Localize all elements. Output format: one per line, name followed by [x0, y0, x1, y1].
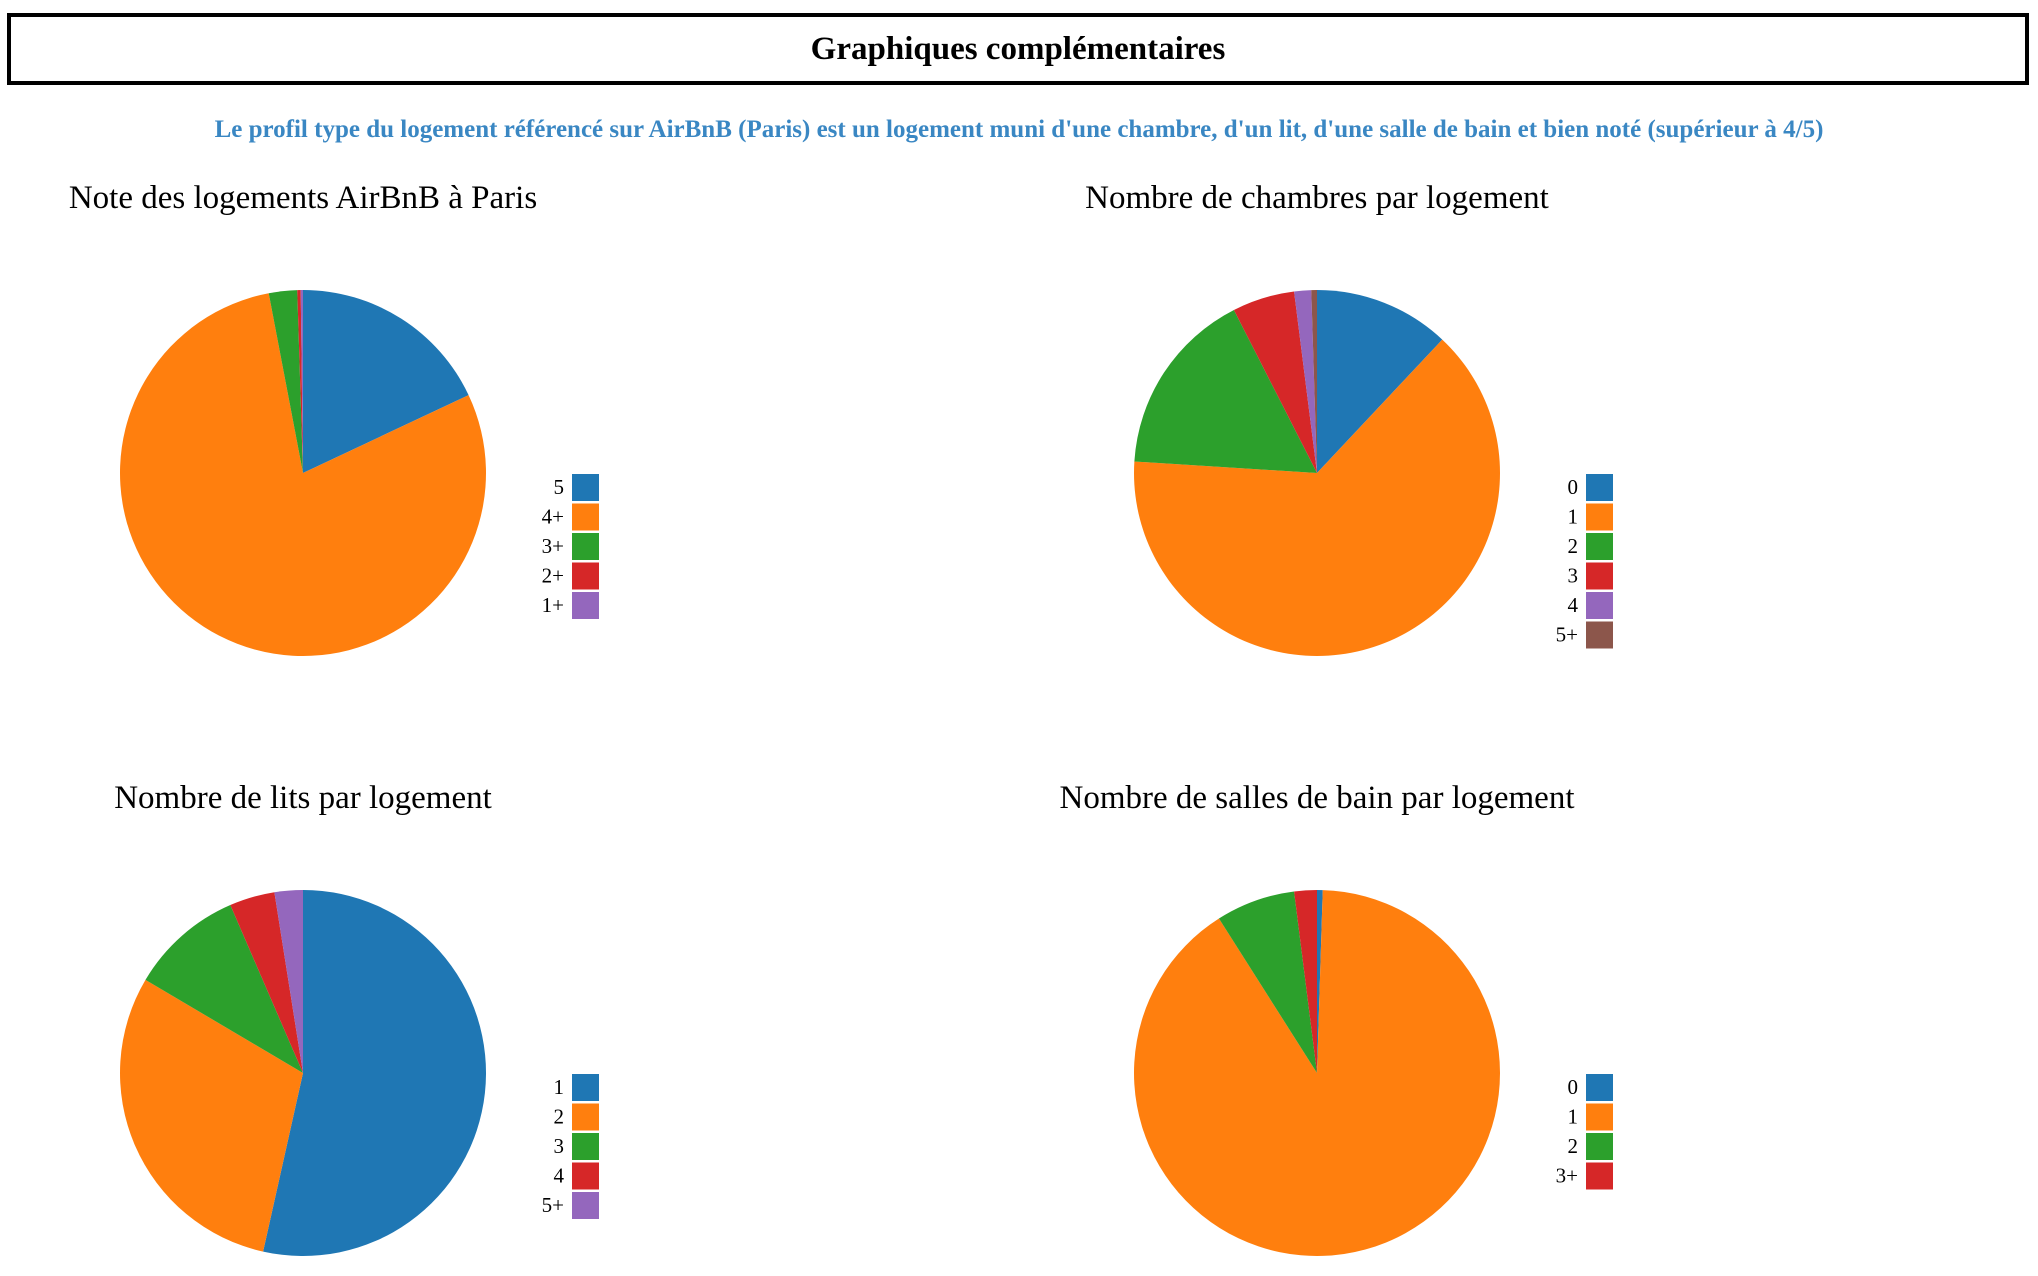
legend-item-3plus: 3+ [542, 533, 599, 560]
legend-swatch [1586, 533, 1613, 560]
legend-swatch [572, 533, 599, 560]
legend-swatch [572, 1162, 599, 1190]
legend-swatch [572, 1074, 599, 1101]
legend-swatch [1586, 562, 1613, 590]
header-box: Graphiques complémentaires [7, 13, 2029, 85]
pie-slice-2plus [297, 290, 303, 473]
pie-slice-1 [1134, 890, 1500, 1256]
pie-chart-svg: Nombre de lits par logement 1 2 3 4 5+ [114, 780, 599, 1256]
legend-label: 2 [554, 1105, 565, 1129]
legend-label: 3+ [542, 534, 564, 558]
legend-label: 2 [1568, 1134, 1579, 1158]
pie-slice-3plus [268, 290, 303, 473]
chart-title: Nombre de chambres par logement [1085, 180, 1549, 216]
pie-slice-1plus [300, 289, 303, 473]
legend-label: 1+ [542, 593, 564, 617]
legend-label: 1 [1568, 505, 1579, 529]
legend-item-4: 4 [1568, 592, 1613, 619]
legend-item-2: 2 [1568, 1133, 1613, 1160]
pie-slice-1 [263, 890, 487, 1256]
legend-item-2: 2 [554, 1103, 599, 1131]
chart-title: Nombre de salles de bain par logement [1060, 780, 1575, 816]
legend-label: 2 [1568, 534, 1579, 558]
legend-item-5plus: 5+ [542, 1192, 599, 1219]
pie-slice-3 [1233, 291, 1317, 473]
legend-swatch [572, 474, 599, 501]
legend-swatch [1586, 1103, 1613, 1131]
pie-slice-3 [145, 905, 303, 1073]
chart-ratings: Note des logements AirBnB à Paris 5 4+ 3+ 2+… [20, 160, 920, 720]
legend-swatch [572, 592, 599, 619]
legend-label: 0 [1568, 1075, 1579, 1099]
pie-slice-4 [1294, 290, 1317, 473]
profile-summary: Le profil type du logement référencé sur… [214, 116, 1824, 143]
pie-slice-4 [230, 892, 303, 1073]
pie-slice-1 [1133, 339, 1500, 657]
legend-item-3: 3 [1568, 562, 1613, 590]
legend-swatch [1586, 592, 1613, 619]
legend-swatch [572, 503, 599, 531]
pie-slice-2 [120, 979, 303, 1252]
legend-item-3plus: 3+ [1556, 1162, 1613, 1190]
pie-slice-0 [1317, 290, 1443, 473]
pie-slice-5 [303, 290, 469, 473]
legend-swatch [1586, 621, 1613, 649]
chart-title: Note des logements AirBnB à Paris [69, 180, 537, 216]
pie-slice-2 [1218, 891, 1317, 1073]
legend-item-4: 4 [554, 1162, 599, 1190]
legend-item-1: 1 [1568, 503, 1613, 531]
pie-chart-svg: Nombre de chambres par logement 0 1 2 3 4 5+ [1085, 180, 1613, 657]
legend-item-0: 0 [1568, 474, 1613, 501]
legend-item-0: 0 [1568, 1074, 1613, 1101]
legend-label: 4+ [542, 505, 564, 529]
pie-slice-2 [1134, 309, 1317, 473]
legend-label: 5 [554, 475, 565, 499]
legend-swatch [1586, 474, 1613, 501]
chart-beds: Nombre de lits par logement 1 2 3 4 5+ [20, 760, 920, 1276]
chart-bedrooms: Nombre de chambres par logement 0 1 2 3 4 5+ [1034, 160, 1934, 720]
legend-label: 1 [1568, 1105, 1579, 1129]
legend-label: 4 [1568, 593, 1579, 617]
pie-slice-3plus [1294, 890, 1317, 1073]
legend-item-4plus: 4+ [542, 503, 599, 531]
legend-label: 2+ [542, 564, 564, 588]
legend-swatch [572, 562, 599, 590]
legend-swatch [572, 1192, 599, 1219]
legend-item-1plus: 1+ [542, 592, 599, 619]
legend-item-3: 3 [554, 1133, 599, 1160]
legend-label: 5+ [1556, 623, 1578, 647]
legend-swatch [572, 1103, 599, 1131]
page-title: Graphiques complémentaires [810, 30, 1226, 67]
legend-label: 1 [554, 1075, 565, 1099]
legend-label: 0 [1568, 475, 1579, 499]
legend-item-5plus: 5+ [1556, 621, 1613, 649]
legend-swatch [1586, 503, 1613, 531]
legend-label: 3 [554, 1134, 565, 1158]
legend-label: 3 [1568, 564, 1579, 588]
legend-label: 3+ [1556, 1164, 1578, 1188]
pie-chart-svg: Note des logements AirBnB à Paris 5 4+ 3+ 2+… [69, 180, 599, 656]
legend-swatch [1586, 1133, 1613, 1160]
legend-swatch [1586, 1074, 1613, 1101]
legend-item-2: 2 [1568, 533, 1613, 560]
chart-title: Nombre de lits par logement [114, 780, 492, 816]
legend-swatch [572, 1133, 599, 1160]
legend-item-2plus: 2+ [542, 562, 599, 590]
chart-bathrooms: Nombre de salles de bain par logement 0 1 2… [1034, 760, 1934, 1276]
legend-item-5: 5 [554, 474, 599, 501]
pie-slice-5plus [274, 890, 303, 1073]
pie-slice-4plus [119, 293, 486, 656]
pie-slice-5plus [1311, 290, 1317, 473]
legend-item-1: 1 [1568, 1103, 1613, 1131]
pie-chart-svg: Nombre de salles de bain par logement 0 1 2… [1060, 780, 1613, 1256]
legend-label: 4 [554, 1164, 565, 1188]
legend-swatch [1586, 1162, 1613, 1190]
pie-slice-0 [1317, 890, 1323, 1073]
legend-label: 5+ [542, 1193, 564, 1217]
legend-item-1: 1 [554, 1074, 599, 1101]
